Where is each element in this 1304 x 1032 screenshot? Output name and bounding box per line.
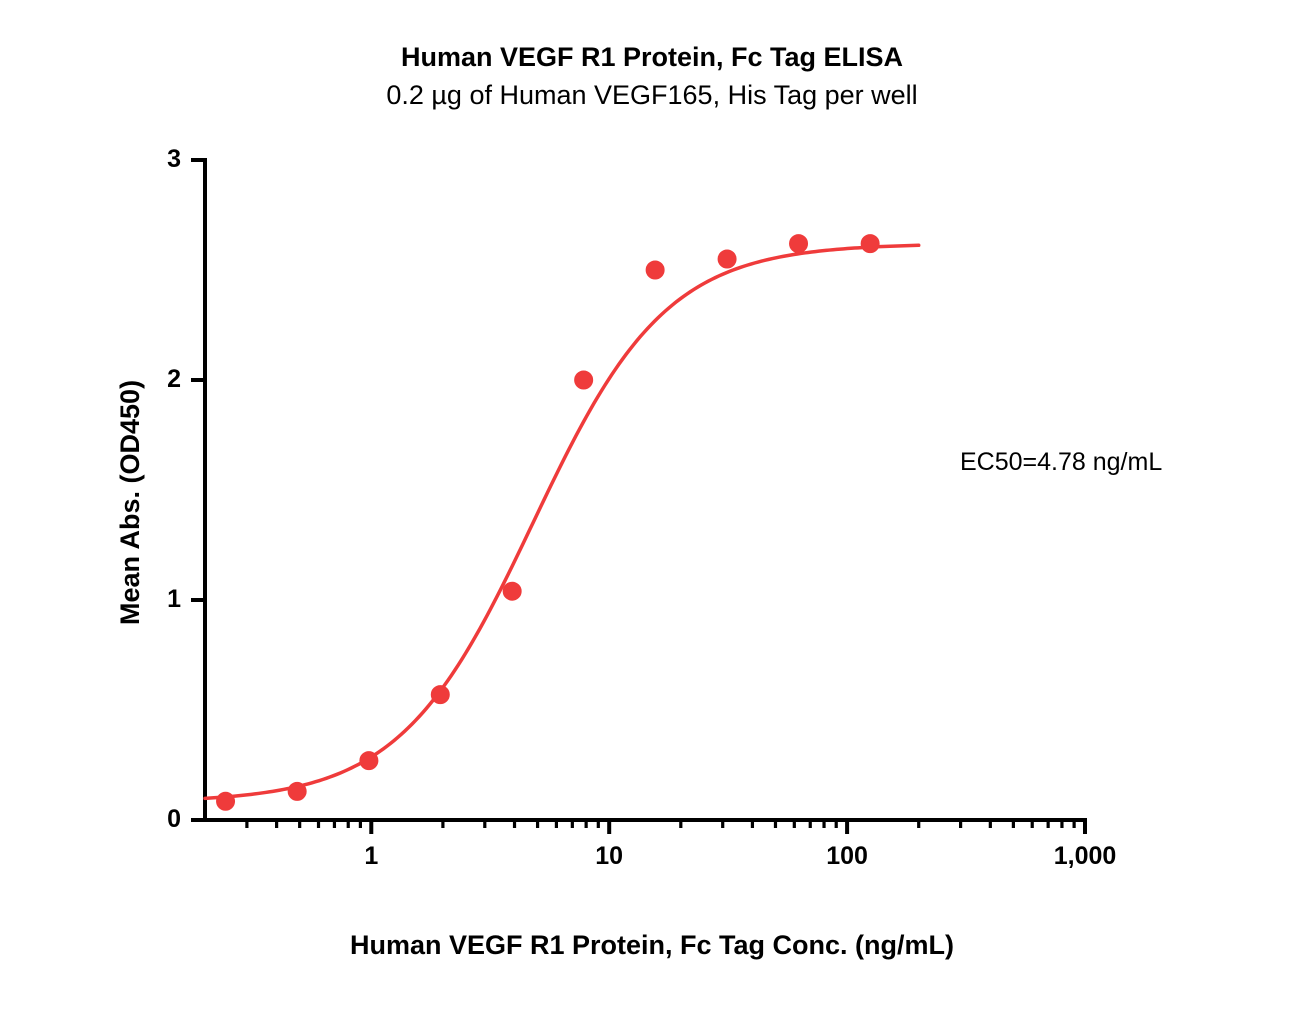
x-tick-label: 1 <box>311 842 431 871</box>
chart-title: Human VEGF R1 Protein, Fc Tag ELISA <box>0 42 1304 73</box>
y-tick-label: 3 <box>141 145 181 174</box>
ec50-annotation: EC50=4.78 ng/mL <box>960 448 1162 477</box>
y-tick-label: 2 <box>141 365 181 394</box>
x-axis-label: Human VEGF R1 Protein, Fc Tag Conc. (ng/… <box>0 930 1304 961</box>
y-tick-label: 1 <box>141 585 181 614</box>
chart-subtitle: 0.2 µg of Human VEGF165, His Tag per wel… <box>0 80 1304 111</box>
y-tick-label: 0 <box>141 805 181 834</box>
plot-area <box>205 160 1085 820</box>
x-tick-label: 100 <box>787 842 907 871</box>
chart-canvas: Human VEGF R1 Protein, Fc Tag ELISA 0.2 … <box>0 0 1304 1032</box>
x-tick-label: 1,000 <box>1025 842 1145 871</box>
x-tick-label: 10 <box>549 842 669 871</box>
